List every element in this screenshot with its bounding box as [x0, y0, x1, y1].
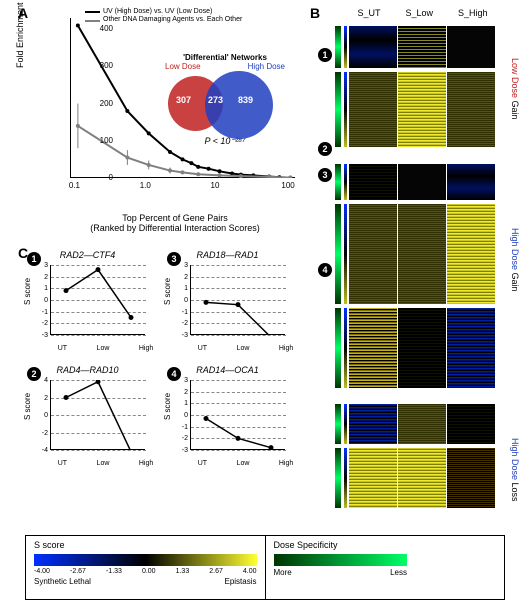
legend-line-2: Other DNA Damaging Agents vs. Each Other — [103, 16, 242, 24]
s-score-colorbar — [34, 554, 257, 566]
panel-c: 1RAD2—CTF4-3-2-10123S scoreUTLowHigh3RAD… — [25, 250, 295, 480]
venn-pvalue: P < 10⁻²⁸⁷ — [150, 136, 300, 147]
s-score-title: S score — [34, 540, 257, 550]
hm-head-2: S_High — [458, 8, 488, 18]
dose-title: Dose Specificity — [274, 540, 497, 550]
heatmap-block — [335, 204, 495, 304]
hm-head-0: S_UT — [357, 8, 380, 18]
venn-right-label: High Dose — [248, 62, 285, 71]
hm-side-highloss: High Dose Loss — [510, 438, 520, 502]
panel-a-legend: UV (High Dose) vs. UV (Low Dose) Other D… — [85, 8, 242, 25]
venn-right-circle — [205, 71, 273, 139]
venn-left-label: Low Dose — [165, 62, 201, 71]
small-plot-4: 4RAD14—OCA1-3-2-10123S scoreUTLowHigh — [165, 365, 290, 465]
panel-a: Fold Enrichment (Overlap/Expected) Top P… — [25, 8, 295, 208]
venn-overlap-n: 273 — [208, 95, 223, 105]
dose-left-label: More — [274, 568, 292, 577]
heatmap-block — [335, 26, 495, 68]
heatmap-block — [335, 164, 495, 200]
heatmap-block — [335, 448, 495, 508]
hm-side-highgain: High Dose Gain — [510, 228, 520, 292]
s-score-legend: S score -4.00-2.67-1.330.001.332.674.00 … — [26, 536, 266, 599]
panel-a-xlabel: Top Percent of Gene Pairs (Ranked by Dif… — [85, 213, 265, 233]
small-plot-3: 3RAD18—RAD1-3-2-10123S scoreUTLowHigh — [165, 250, 290, 350]
s-score-right-label: Epistasis — [224, 577, 256, 586]
panel-a-xlabel-1: Top Percent of Gene Pairs — [85, 213, 265, 223]
hm-circle-2: 2 — [318, 142, 332, 156]
hm-side-low: Low Dose Gain — [510, 58, 520, 120]
panel-a-ylabel: Fold Enrichment (Overlap/Expected) — [15, 0, 25, 68]
panel-b-label: B — [310, 5, 320, 21]
hm-circle-3: 3 — [318, 168, 332, 182]
hm-circle-1: 1 — [318, 48, 332, 62]
venn-title: 'Differential' Networks — [150, 53, 300, 62]
panel-b: S_UT S_Low S_High Low Dose Gain High Dos… — [320, 8, 515, 518]
hm-head-1: S_Low — [405, 8, 433, 18]
heatmap-header: S_UT S_Low S_High — [345, 8, 500, 18]
dose-right-label: Less — [390, 568, 407, 577]
small-plot-2: 2RAD4—RAD10-4-2024S scoreUTLowHigh — [25, 365, 150, 465]
dose-legend: Dose Specificity More Less — [266, 536, 505, 599]
venn-right-n: 839 — [238, 95, 253, 105]
hm-circle-4: 4 — [318, 263, 332, 277]
legend-line-1: UV (High Dose) vs. UV (Low Dose) — [103, 8, 212, 16]
heatmap-block — [335, 72, 495, 147]
venn-left-n: 307 — [176, 95, 191, 105]
s-score-left-label: Synthetic Lethal — [34, 577, 91, 586]
heatmap-block — [335, 404, 495, 444]
small-plot-1: 1RAD2—CTF4-3-2-10123S scoreUTLowHigh — [25, 250, 150, 350]
dose-colorbar — [274, 554, 408, 566]
s-score-ticks: -4.00-2.67-1.330.001.332.674.00 — [34, 568, 257, 575]
heatmap-block — [335, 308, 495, 388]
panel-a-xlabel-2: (Ranked by Differential Interaction Scor… — [85, 223, 265, 233]
figure-container: A B C Fold Enrichment (Overlap/Expected)… — [0, 0, 530, 616]
legend-box: S score -4.00-2.67-1.330.001.332.674.00 … — [25, 535, 505, 600]
venn-diagram: 'Differential' Networks Low Dose High Do… — [150, 53, 300, 143]
